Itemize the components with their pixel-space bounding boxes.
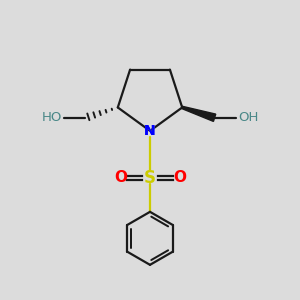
Polygon shape	[182, 106, 216, 122]
Text: O: O	[173, 170, 186, 185]
Text: S: S	[144, 169, 156, 187]
Text: OH: OH	[238, 111, 259, 124]
Text: HO: HO	[41, 111, 62, 124]
Text: N: N	[144, 124, 156, 138]
Text: N: N	[144, 124, 156, 138]
Text: O: O	[114, 170, 127, 185]
Text: N: N	[144, 124, 156, 138]
